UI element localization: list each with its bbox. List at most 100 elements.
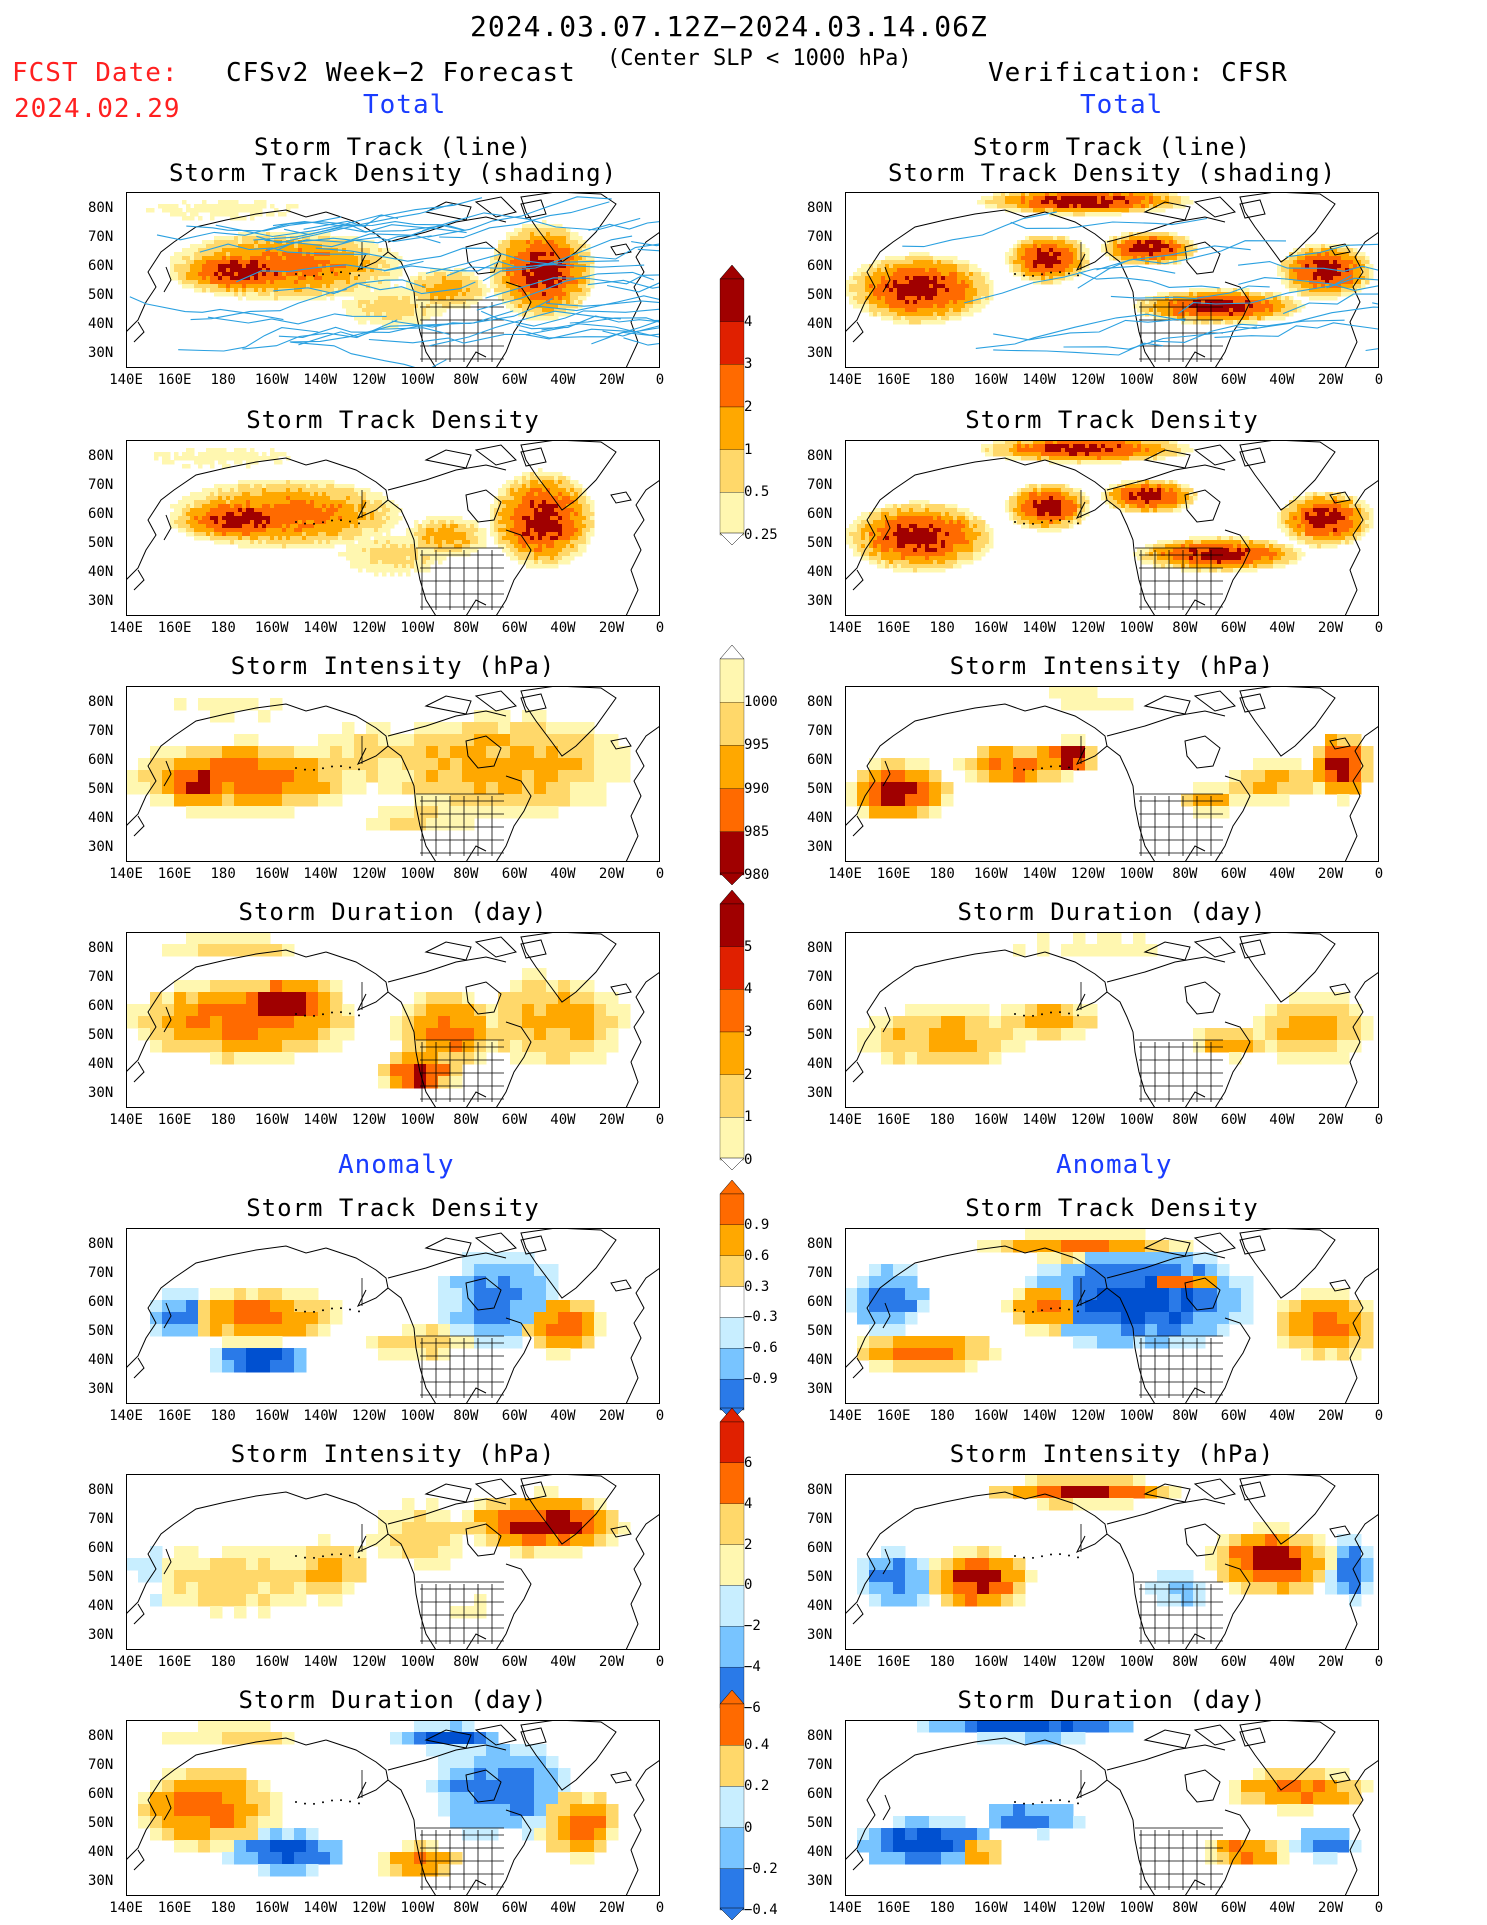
- lat-tick-label: 30N: [807, 593, 833, 609]
- lon-tick-label: 160W: [973, 866, 1008, 882]
- lon-tick-label: 140E: [828, 866, 862, 882]
- lon-tick-label: 60W: [1220, 620, 1247, 636]
- colorbar-density-anom-label: −0.3: [744, 1309, 778, 1326]
- colorbar-intensity-total: [718, 644, 748, 889]
- lon-tick-label: 60W: [501, 620, 528, 636]
- fcst-date-label: FCST Date:: [12, 58, 179, 88]
- lon-tick-label: 180: [210, 1408, 236, 1424]
- map-a_density-r: [845, 1228, 1379, 1404]
- colorbar-intensity-anom-label: 4: [744, 1495, 753, 1512]
- lon-tick-label: 180: [210, 372, 236, 388]
- lon-tick-label: 180: [929, 372, 955, 388]
- lat-tick-label: 80N: [807, 1482, 833, 1498]
- lat-tick-label: 80N: [88, 694, 114, 710]
- lon-tick-label: 0: [1374, 372, 1384, 388]
- lon-tick-label: 120W: [1070, 1112, 1105, 1128]
- lat-tick-label: 40N: [807, 1352, 833, 1368]
- lon-tick-label: 120W: [1070, 372, 1105, 388]
- colorbar-duration-anom-label: 0: [744, 1819, 753, 1836]
- panel-title-duration-r: Storm Duration (day): [957, 898, 1267, 926]
- lon-tick-label: 160E: [157, 1654, 192, 1670]
- lon-tick-label: 120W: [1070, 1408, 1105, 1424]
- colorbar-density-anom-label: −0.9: [744, 1371, 778, 1388]
- lon-tick-label: 60W: [1220, 1408, 1247, 1424]
- lon-tick-label: 0: [1374, 1408, 1384, 1424]
- lon-tick-label: 100W: [400, 1112, 435, 1128]
- lat-tick-label: 60N: [88, 998, 114, 1014]
- left-total-label: Total: [363, 90, 447, 120]
- lon-tick-label: 160W: [973, 1900, 1008, 1916]
- lon-tick-label: 60W: [501, 372, 528, 388]
- lat-tick-label: 80N: [88, 200, 114, 216]
- lon-tick-label: 180: [210, 620, 236, 636]
- lon-tick-label: 140E: [109, 620, 143, 636]
- lon-tick-label: 160W: [254, 1408, 289, 1424]
- lon-tick-label: 100W: [400, 866, 435, 882]
- lon-tick-label: 20W: [598, 1112, 625, 1128]
- period-title: 2024.03.07.12Z−2024.03.14.06Z: [470, 10, 988, 43]
- lon-tick-label: 120W: [351, 372, 386, 388]
- lon-tick-label: 140E: [828, 1408, 862, 1424]
- lon-tick-label: 160E: [157, 1408, 192, 1424]
- lon-tick-label: 80W: [1172, 1654, 1198, 1670]
- lat-tick-label: 60N: [807, 506, 833, 522]
- lat-tick-label: 50N: [807, 1027, 833, 1043]
- lon-tick-label: 180: [210, 1112, 236, 1128]
- lat-tick-label: 40N: [88, 316, 114, 332]
- lat-tick-label: 70N: [807, 969, 833, 985]
- lat-tick-label: 30N: [807, 345, 833, 361]
- lat-tick-label: 70N: [807, 229, 833, 245]
- lon-tick-label: 100W: [1119, 372, 1154, 388]
- lon-tick-label: 80W: [453, 1654, 479, 1670]
- colorbar-intensity-anom-label: 0: [744, 1577, 753, 1594]
- lon-tick-label: 160W: [973, 372, 1008, 388]
- panel-title-density-l: Storm Track Density: [246, 406, 540, 434]
- lon-tick-label: 180: [929, 1408, 955, 1424]
- right-anomaly-label: Anomaly: [1056, 1150, 1173, 1180]
- lat-tick-label: 80N: [807, 1728, 833, 1744]
- colorbar-duration-anom-label: 0.2: [744, 1778, 770, 1795]
- lon-tick-label: 0: [1374, 1112, 1384, 1128]
- lat-tick-label: 30N: [807, 1381, 833, 1397]
- lat-tick-label: 70N: [807, 1265, 833, 1281]
- lon-tick-label: 60W: [501, 1112, 528, 1128]
- lat-tick-label: 40N: [807, 1056, 833, 1072]
- lon-tick-label: 140E: [828, 1654, 862, 1670]
- lat-tick-label: 70N: [807, 477, 833, 493]
- lon-tick-label: 160E: [157, 1112, 192, 1128]
- lon-tick-label: 0: [655, 620, 665, 636]
- lon-tick-label: 20W: [598, 372, 625, 388]
- lat-tick-label: 50N: [88, 535, 114, 551]
- lon-tick-label: 160W: [254, 866, 289, 882]
- lat-tick-label: 30N: [807, 1873, 833, 1889]
- lat-tick-label: 30N: [88, 839, 114, 855]
- lon-tick-label: 80W: [1172, 372, 1198, 388]
- lon-tick-label: 120W: [351, 866, 386, 882]
- colorbar-duration-anom-label: 0.4: [744, 1737, 770, 1754]
- lon-tick-label: 160W: [973, 1408, 1008, 1424]
- lat-tick-label: 80N: [88, 1236, 114, 1252]
- lon-tick-label: 0: [655, 1654, 665, 1670]
- lon-tick-label: 160W: [254, 1112, 289, 1128]
- lon-tick-label: 40W: [550, 1900, 576, 1916]
- lon-tick-label: 80W: [453, 372, 479, 388]
- lon-tick-label: 20W: [1317, 1408, 1344, 1424]
- lat-tick-label: 70N: [88, 229, 114, 245]
- lon-tick-label: 40W: [1269, 372, 1295, 388]
- lat-tick-label: 70N: [807, 723, 833, 739]
- panel-title-density-r: Storm Track Density: [965, 406, 1259, 434]
- lon-tick-label: 160E: [876, 620, 911, 636]
- lat-tick-label: 70N: [807, 1757, 833, 1773]
- colorbar-intensity-total-label: 985: [744, 823, 770, 840]
- lat-tick-label: 30N: [88, 593, 114, 609]
- lon-tick-label: 0: [1374, 1900, 1384, 1916]
- lon-tick-label: 160W: [254, 1900, 289, 1916]
- lat-tick-label: 80N: [807, 694, 833, 710]
- lat-tick-label: 80N: [88, 448, 114, 464]
- lat-tick-label: 50N: [807, 781, 833, 797]
- lon-tick-label: 20W: [1317, 620, 1344, 636]
- lon-tick-label: 140E: [109, 372, 143, 388]
- colorbar-density-total: [718, 264, 748, 549]
- lon-tick-label: 0: [1374, 866, 1384, 882]
- lon-tick-label: 20W: [598, 1654, 625, 1670]
